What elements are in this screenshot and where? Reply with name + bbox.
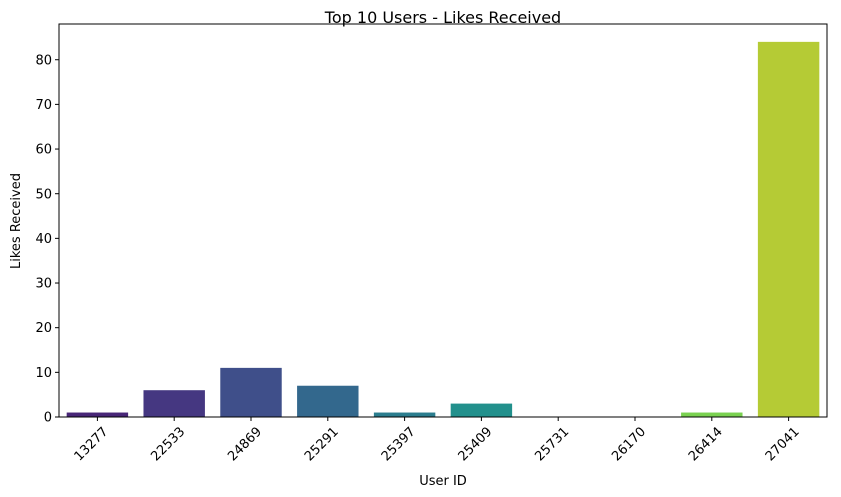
bar-25291 [297,385,359,417]
y-tick-label: 20 [35,321,52,336]
x-tick-label: 26170 [609,424,649,464]
y-tick-label: 80 [35,53,52,68]
bars-group [66,41,820,417]
y-axis-label: Likes Received [9,173,24,269]
x-tick-label: 26414 [686,424,726,464]
y-tick-label: 70 [35,98,52,113]
plot-frame [58,23,828,418]
x-tick-label: 22533 [148,424,188,464]
bar-22533 [143,390,205,417]
x-tick-label: 25731 [532,424,572,464]
y-tick-label: 40 [35,232,52,247]
y-axis: 0 10 20 30 40 50 60 70 80 [35,53,59,426]
x-tick-label: 25291 [302,424,342,464]
y-tick-label: 60 [35,143,52,158]
y-tick-label: 10 [35,366,52,381]
x-tick-label: 25397 [379,424,419,464]
bar-24869 [220,367,282,417]
bar-26414 [681,412,743,417]
y-tick-label: 50 [35,187,52,202]
x-tick-label: 24869 [225,424,265,464]
x-tick-label: 25409 [456,424,496,464]
x-axis-label: User ID [419,474,467,489]
x-axis: 13277 22533 24869 25291 25397 25409 25731 26170… [72,417,803,464]
y-tick-label: 0 [44,411,52,426]
chart-title: Top 10 Users - Likes Received [324,8,561,27]
bar-27041 [757,41,820,417]
y-tick-label: 30 [35,277,52,292]
x-tick-label: 13277 [72,424,112,464]
bar-13277 [66,412,129,417]
bar-25409 [450,403,513,417]
bar-25397 [373,412,436,417]
x-tick-label: 27041 [763,424,803,464]
